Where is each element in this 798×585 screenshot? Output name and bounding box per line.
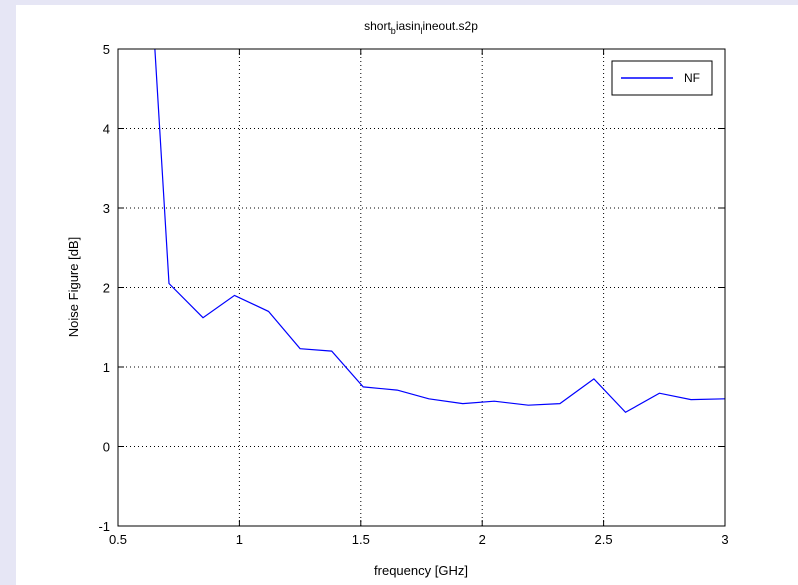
y-tick-label: 3 [103, 201, 110, 216]
x-tick-label: 3 [721, 532, 728, 547]
legend-label-nf: NF [684, 71, 700, 85]
noise-figure-chart: 0.5 1 1.5 2 2.5 3 -1 0 1 2 3 4 5 shortbiasinlineout.… [66, 19, 729, 578]
x-tick-label: 1 [236, 532, 243, 547]
title-part: b [391, 26, 396, 36]
x-tick-label: 2 [479, 532, 486, 547]
tick-labels: 0.5 1 1.5 2 2.5 3 -1 0 1 2 3 4 5 [98, 42, 728, 547]
x-tick-label: 2.5 [595, 532, 613, 547]
title-part: short [364, 19, 391, 33]
y-axis-label: Noise Figure [dB] [66, 237, 81, 337]
y-tick-label: 4 [103, 122, 110, 137]
title-part: l [421, 26, 423, 36]
figure-window: 0.5 1 1.5 2 2.5 3 -1 0 1 2 3 4 5 shortbiasinlineout.… [16, 5, 798, 585]
series-layer [154, 49, 725, 414]
x-axis-label: frequency [GHz] [374, 563, 468, 578]
y-tick-label: 2 [103, 281, 110, 296]
y-tick-label: 1 [103, 360, 110, 375]
title-part: iasin [396, 19, 421, 33]
x-tick-label: 0.5 [109, 532, 127, 547]
x-tick-label: 1.5 [352, 532, 370, 547]
ticks [117, 48, 726, 527]
y-tick-label: 5 [103, 42, 110, 57]
y-tick-label: 0 [103, 440, 110, 455]
title-part: ineout.s2p [423, 19, 479, 33]
plot-area [118, 49, 725, 526]
series-line-nf [154, 49, 725, 414]
chart-title: shortbiasinlineout.s2p [364, 19, 478, 36]
y-tick-label: -1 [98, 519, 110, 534]
legend: NF [611, 60, 713, 96]
